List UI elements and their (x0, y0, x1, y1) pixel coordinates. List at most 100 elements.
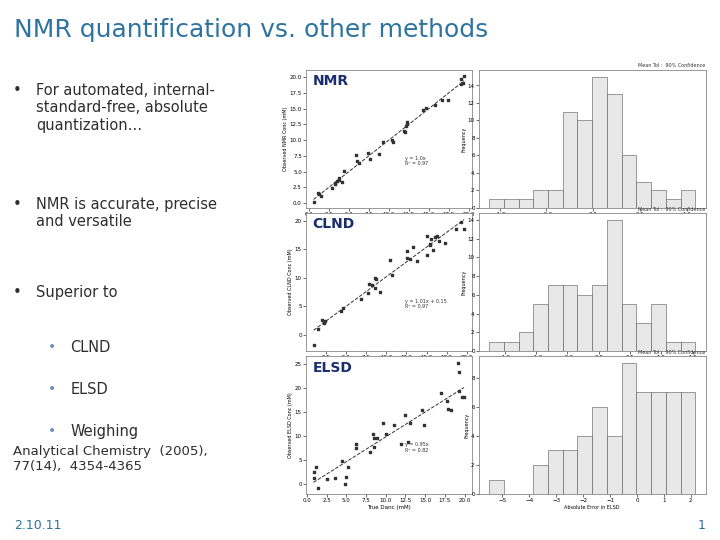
Point (316, 315, 328, 324)
Point (314, 190, 325, 198)
Point (408, 243, 419, 252)
Bar (534, 304, 548, 351)
Point (350, 440, 361, 449)
Point (327, 184, 338, 193)
Point (424, 240, 436, 248)
Text: •: • (13, 83, 22, 98)
Point (380, 430, 392, 438)
Y-axis label: Observed ELSD Conc (mM): Observed ELSD Conc (mM) (289, 393, 294, 458)
Point (456, 393, 468, 401)
X-axis label: True Danc (mM): True Danc (mM) (367, 505, 410, 510)
Text: Weighing: Weighing (71, 424, 139, 439)
Bar (577, 295, 592, 351)
Bar (548, 191, 563, 208)
Point (455, 75, 467, 84)
Y-axis label: Frequency: Frequency (462, 269, 467, 295)
Point (312, 483, 324, 492)
Bar (489, 342, 504, 351)
Point (336, 178, 348, 186)
Point (307, 340, 319, 349)
Point (384, 256, 396, 265)
Y-axis label: Frequency: Frequency (462, 126, 467, 152)
Point (369, 443, 380, 451)
Point (374, 288, 385, 296)
Point (386, 136, 397, 144)
Point (329, 180, 341, 189)
Point (420, 251, 432, 259)
Point (321, 475, 333, 484)
Point (310, 463, 322, 471)
Point (353, 159, 364, 167)
Point (355, 295, 366, 303)
Point (429, 100, 441, 109)
Text: Superior to: Superior to (36, 285, 117, 300)
Point (459, 224, 470, 233)
Text: •: • (48, 424, 55, 438)
Text: 2.10.11: 2.10.11 (14, 518, 62, 532)
Point (453, 368, 464, 376)
Point (312, 325, 324, 333)
Text: ELSD: ELSD (312, 361, 353, 375)
Point (445, 406, 456, 415)
Point (402, 118, 413, 126)
Point (342, 463, 354, 471)
Point (338, 167, 350, 176)
Text: Analytical Chemistry  (2005),
77(14),  4354-4365: Analytical Chemistry (2005), 77(14), 435… (13, 445, 207, 473)
Bar (489, 480, 504, 494)
Bar (534, 191, 548, 208)
Point (351, 157, 362, 165)
Point (368, 434, 379, 443)
Text: y = 0.95x
R² = 0.82: y = 0.95x R² = 0.82 (405, 442, 429, 453)
Point (373, 150, 384, 158)
Point (424, 241, 436, 249)
Point (333, 176, 345, 185)
Bar (518, 332, 534, 351)
Point (428, 246, 439, 254)
Point (402, 438, 414, 447)
X-axis label: Absolute Error in ELSD: Absolute Error in ELSD (564, 505, 620, 510)
Point (401, 254, 413, 262)
Point (442, 95, 454, 104)
Point (312, 188, 323, 197)
Bar (621, 304, 636, 351)
Point (398, 127, 410, 136)
Bar (607, 436, 621, 494)
Bar (563, 112, 577, 208)
Point (364, 280, 375, 288)
Point (369, 284, 381, 293)
Bar (592, 286, 607, 351)
Point (364, 154, 375, 163)
Point (361, 288, 373, 297)
Text: Mean Tol :  90% Confidence: Mean Tol : 90% Confidence (639, 349, 706, 355)
Point (401, 120, 413, 129)
Bar (577, 120, 593, 208)
Text: NMR: NMR (312, 75, 348, 89)
Bar (534, 465, 548, 494)
Point (336, 457, 348, 465)
Text: For automated, internal-
standard-free, absolute
quantization…: For automated, internal- standard-free, … (36, 83, 215, 133)
Point (377, 419, 388, 428)
Point (333, 173, 345, 182)
Text: •: • (48, 382, 55, 396)
Text: y = 1.01x + 0.15
R² = 0.97: y = 1.01x + 0.15 R² = 0.97 (405, 299, 447, 309)
Point (364, 448, 376, 456)
Point (337, 304, 348, 313)
Point (459, 72, 470, 81)
Point (370, 275, 382, 284)
Bar (636, 392, 651, 494)
Point (459, 393, 470, 401)
Bar (504, 199, 518, 208)
Point (453, 387, 464, 395)
X-axis label: Absolute Error in CLND: Absolute Error in CLND (564, 362, 621, 367)
Y-axis label: Frequency: Frequency (464, 413, 469, 438)
Bar (651, 191, 666, 208)
Point (389, 420, 400, 429)
Bar (593, 407, 607, 494)
Point (404, 254, 415, 263)
Point (418, 420, 430, 429)
Point (436, 96, 448, 105)
Point (405, 418, 416, 427)
Bar (489, 199, 504, 208)
Bar (636, 323, 651, 351)
Point (308, 468, 320, 476)
